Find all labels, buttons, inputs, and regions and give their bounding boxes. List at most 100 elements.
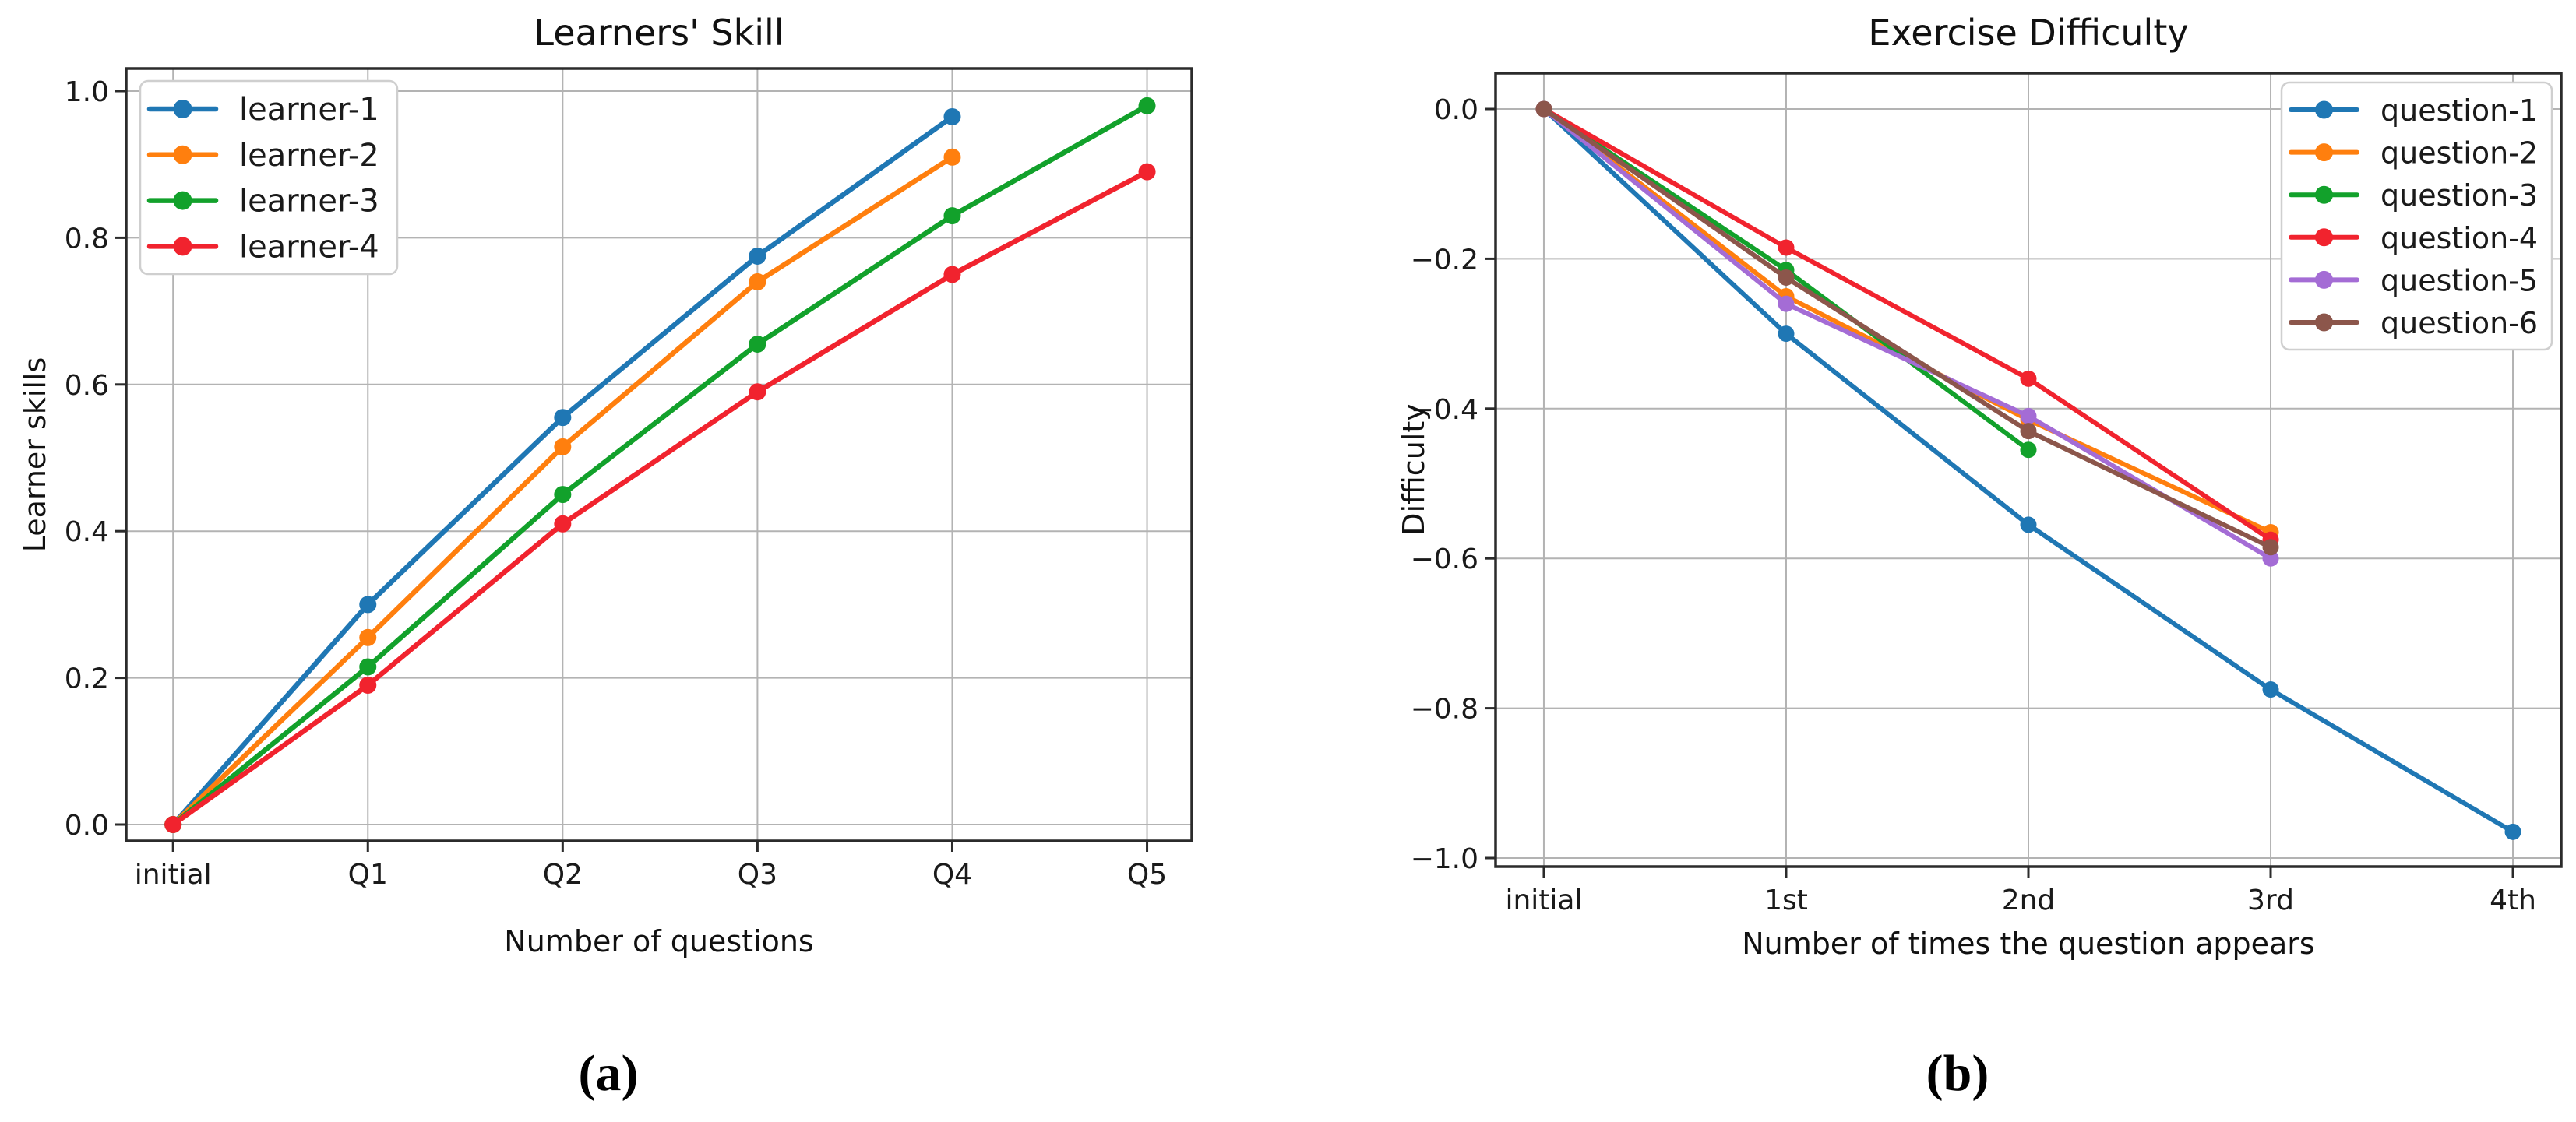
legend-label: question-1 <box>2380 93 2538 128</box>
legend-marker <box>2315 100 2333 119</box>
data-point <box>943 148 961 166</box>
legend: learner-1 learner-2 learner-3 learner-4 <box>139 79 399 276</box>
x-tick-label: initial <box>1505 885 1582 916</box>
data-point <box>554 515 572 533</box>
legend-label: learner-1 <box>239 92 379 128</box>
x-tick-label: Q4 <box>932 859 972 891</box>
series-learner-4 <box>164 163 1156 833</box>
chart-a-ylabel: Learner skills <box>18 357 52 553</box>
y-axis: 0.0 −0.2 −0.4 −0.6 −0.8 −1.0 <box>1411 94 1496 875</box>
legend-label: question-5 <box>2380 263 2538 297</box>
data-point <box>1138 97 1156 114</box>
data-point <box>1535 100 1552 118</box>
chart-learners-skill: 1.0 0.8 0.6 0.4 0.2 0.0 initial Q1 Q2 Q3 Q4 Q5 learn… <box>65 67 1193 891</box>
series-question-6 <box>1535 100 2279 556</box>
y-tick-label: −0.2 <box>1411 244 1478 276</box>
series-question-1 <box>1535 100 2521 840</box>
y-tick-label: 1.0 <box>65 76 109 108</box>
y-tick-label: 0.0 <box>65 810 109 842</box>
x-tick-label: 2nd <box>2002 885 2056 916</box>
legend-entry-learner-4: learner-4 <box>146 229 379 265</box>
data-point <box>2020 516 2037 533</box>
series-line <box>1542 107 2273 550</box>
x-tick-label: 4th <box>2490 885 2536 916</box>
y-tick-label: 0.0 <box>1434 94 1478 126</box>
data-point <box>164 816 182 833</box>
x-tick-label: Q5 <box>1127 859 1167 891</box>
chart-a-xlabel: Number of questions <box>504 924 813 958</box>
data-point <box>749 247 766 265</box>
caption-b: (b) <box>1926 1045 1989 1102</box>
series-line <box>170 103 1150 828</box>
legend-entry-question-1: question-1 <box>2289 93 2538 128</box>
data-point <box>359 628 377 646</box>
legend-label: question-6 <box>2380 306 2538 340</box>
data-point <box>2020 407 2037 424</box>
data-point <box>749 273 766 290</box>
data-point <box>359 596 377 614</box>
x-tick-label: initial <box>135 859 212 891</box>
data-point <box>2504 823 2521 840</box>
chart-a-title: Learners' Skill <box>534 12 784 54</box>
y-tick-label: 0.4 <box>65 516 109 548</box>
data-point <box>1778 325 1795 343</box>
legend-label: question-3 <box>2380 178 2538 213</box>
legend-label: learner-3 <box>239 184 379 220</box>
data-point <box>1778 269 1795 286</box>
chart-exercise-difficulty: 0.0 −0.2 −0.4 −0.6 −0.8 −1.0 initial 1st 2nd 3rd 4… <box>1411 72 2563 916</box>
legend-entry-question-5: question-5 <box>2289 263 2538 297</box>
data-point <box>943 207 961 225</box>
x-tick-label: 3rd <box>2247 885 2294 916</box>
y-tick-label: 0.2 <box>65 663 109 695</box>
legend-marker <box>2315 143 2333 162</box>
legend-entry-question-2: question-2 <box>2289 136 2538 171</box>
legend-marker <box>173 237 192 256</box>
legend-label: learner-4 <box>239 229 379 265</box>
x-tick-label: 1st <box>1764 885 1808 916</box>
x-tick-label: Q2 <box>543 859 583 891</box>
chart-b-title: Exercise Difficulty <box>1868 12 2188 54</box>
chart-b-xlabel: Number of times the question appears <box>1742 927 2314 961</box>
data-point <box>2262 550 2279 567</box>
legend-marker <box>2315 185 2333 204</box>
data-point <box>359 677 377 695</box>
legend-entry-learner-3: learner-3 <box>146 184 379 220</box>
data-point <box>1778 295 1795 312</box>
legend-box <box>2280 81 2553 351</box>
y-tick-label: −0.4 <box>1411 394 1478 426</box>
series-question-4 <box>1535 100 2279 548</box>
legend-marker <box>2315 228 2333 247</box>
legend-entry-learner-2: learner-2 <box>146 138 379 174</box>
legend-label: question-2 <box>2380 136 2538 171</box>
legend-label: learner-2 <box>239 138 379 174</box>
data-point <box>1138 163 1156 181</box>
x-tick-label: Q1 <box>348 859 388 891</box>
chart-b-ylabel: Difficulty <box>1397 403 1431 535</box>
data-point <box>2262 539 2279 556</box>
y-axis: 1.0 0.8 0.6 0.4 0.2 0.0 <box>65 76 126 842</box>
legend-marker <box>173 191 192 210</box>
legend-marker <box>2315 270 2333 289</box>
data-point <box>2020 370 2037 387</box>
legend-marker <box>173 100 192 118</box>
y-tick-label: 0.6 <box>65 370 109 402</box>
y-tick-label: −1.0 <box>1411 843 1478 875</box>
legend-box <box>139 79 399 276</box>
legend-label: question-4 <box>2380 221 2538 255</box>
data-point <box>554 438 572 455</box>
data-point <box>359 658 377 676</box>
data-point <box>749 383 766 401</box>
y-tick-label: 0.8 <box>65 223 109 255</box>
x-axis: initial Q1 Q2 Q3 Q4 Q5 <box>135 841 1167 891</box>
series-line <box>1542 107 2273 543</box>
y-tick-label: −0.6 <box>1411 543 1478 575</box>
data-point <box>1778 239 1795 256</box>
data-point <box>2020 423 2037 440</box>
legend: question-1 question-2 question-3 question-4… <box>2280 81 2553 351</box>
series-line <box>1542 107 2273 561</box>
legend-entry-learner-1: learner-1 <box>146 92 379 128</box>
data-point <box>749 335 766 353</box>
data-point <box>943 107 961 125</box>
legend-entry-question-3: question-3 <box>2289 178 2538 213</box>
